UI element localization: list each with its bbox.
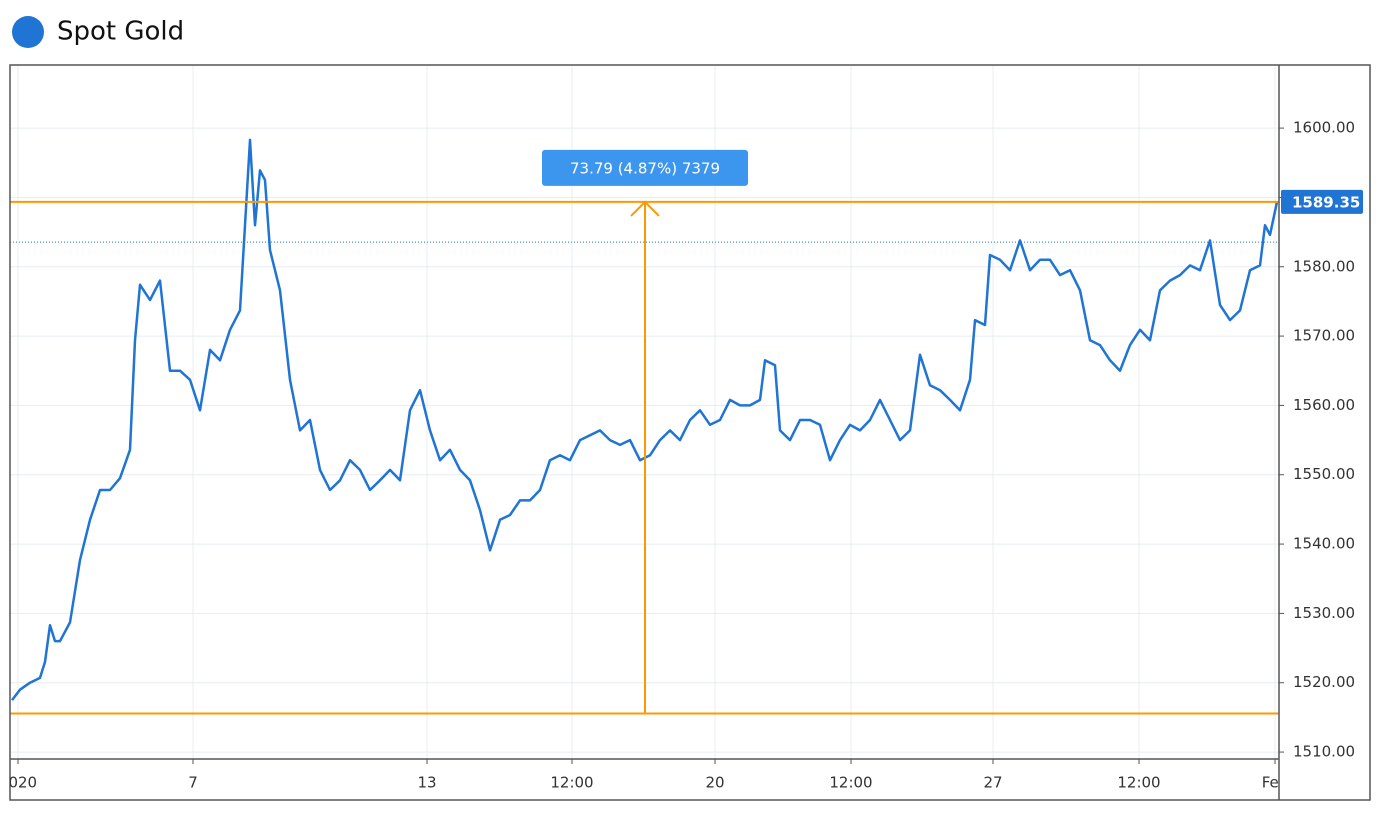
legend-swatch [12,16,44,48]
legend-label: Spot Gold [57,17,184,47]
plot [10,138,1279,715]
y-tick-label: 1570.00 [1293,327,1355,345]
last-price-box [1281,189,1363,214]
y-tick-label: 1530.00 [1293,604,1355,622]
y-tick-label: 1510.00 [1293,743,1355,761]
x-tick-label: 7 [188,774,198,792]
x-tick-label: 13 [417,774,436,792]
y-tick-label: 1600.00 [1293,119,1355,137]
x-tick-label: 27 [983,774,1002,792]
y-tick-label: 1550.00 [1293,465,1355,483]
y-tick-label: 1520.00 [1293,673,1355,691]
measure-box [542,149,748,186]
x-tick-label: 12:00 [550,774,593,792]
overlay: 73.79 (4.87%) 7379 1589.35 [542,149,1363,214]
x-tick-label: 12:00 [1117,774,1160,792]
x-tick-label: Feb [1262,774,1289,792]
y-tick-label: 1540.00 [1293,535,1355,553]
x-tick-label: 2020 [0,774,37,792]
y-tick-label: 1560.00 [1293,396,1355,414]
x-labels: 2020 7 13 12:00 20 12:00 27 12:00 Feb [0,774,1289,792]
measure-arrowhead [630,200,660,217]
last-price-label: 1589.35 [1292,193,1360,211]
measure-label: 73.79 (4.87%) 7379 [570,159,720,177]
frame [9,64,1371,801]
price-line [11,138,1279,701]
y-tick-label: 1580.00 [1293,257,1355,275]
x-tick-label: 12:00 [829,774,872,792]
x-tick-label: 20 [705,774,724,792]
